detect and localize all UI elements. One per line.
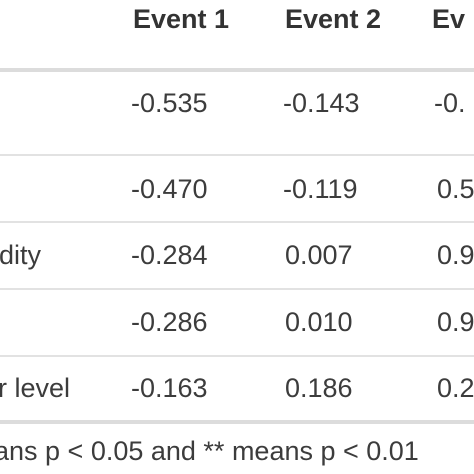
column-header-event-3: Ev	[432, 4, 466, 34]
row-divider	[0, 221, 474, 223]
table-cell: 0.9	[437, 240, 474, 270]
table-cell: -0.143	[283, 88, 360, 118]
row-divider	[0, 355, 474, 357]
table-cell: -0.	[434, 88, 466, 118]
row-divider	[0, 154, 474, 156]
table-cell: 0.010	[285, 307, 353, 337]
header-divider	[0, 68, 474, 72]
row-label: r level	[0, 373, 71, 403]
table-cell: -0.470	[131, 174, 208, 204]
table-cell: 0.2	[437, 373, 474, 403]
row-divider	[0, 288, 474, 290]
row-label: dity	[0, 240, 42, 270]
table-footnote: ans p < 0.05 and ** means p < 0.01	[0, 436, 419, 466]
table-cell: 0.9	[437, 307, 474, 337]
column-header-event-1: Event 1	[133, 4, 230, 34]
table-cell: 0.186	[285, 373, 353, 403]
table-bottom-rule	[0, 420, 474, 424]
table-cell: -0.119	[283, 174, 358, 204]
table-cell: -0.286	[131, 307, 208, 337]
table-cell: -0.535	[131, 88, 208, 118]
column-header-event-2: Event 2	[285, 4, 382, 34]
table-cell: 0.5	[437, 174, 474, 204]
table-cell: -0.163	[131, 373, 208, 403]
table-header-row: Event 1 Event 2 Ev	[0, 0, 474, 68]
table-cell: 0.007	[285, 240, 353, 270]
table-cell: -0.284	[131, 240, 208, 270]
